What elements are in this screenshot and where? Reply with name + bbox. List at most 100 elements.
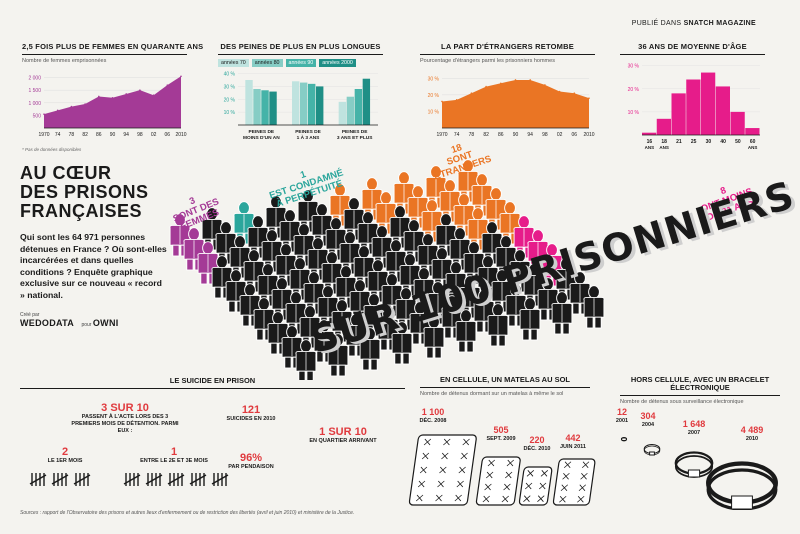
chart-women-plot: 2 000 1 500 1 000 500 1970 74 78 82 86 90 94 98 02 06…: [28, 75, 187, 138]
stat-text: PAR PENDAISON: [228, 464, 274, 470]
x-tick-label: 1970: [38, 132, 49, 138]
x-tick-label: 90: [513, 132, 519, 138]
mattress-value: 505: [493, 425, 508, 435]
stat-value: 121: [241, 404, 261, 416]
prisoner-leg: [434, 346, 442, 359]
y-tick-label: 30 %: [224, 84, 236, 90]
mattress-stitch: [560, 484, 569, 492]
prisoner-leg: [270, 342, 278, 355]
tally-mark: [123, 474, 141, 485]
area-series: [44, 76, 181, 128]
prisoner-head: [490, 187, 502, 201]
mattress: [552, 458, 596, 506]
prisoner-leg: [530, 328, 538, 341]
x-tick-label: 21: [676, 139, 682, 145]
main-title: AU CŒUR DES PRISONS FRANÇAISES: [20, 164, 149, 221]
bracelet-value: 12: [617, 407, 627, 417]
prisoner-leg: [572, 302, 580, 315]
bar: [316, 86, 324, 125]
stat-value: 3 SUR 10: [101, 402, 149, 414]
prisoner-leg: [444, 326, 452, 339]
mattress-stitch: [419, 466, 428, 474]
intro-text: Qui sont les 64 971 personnes détenues e…: [20, 232, 167, 300]
x-tick-label: 94: [527, 132, 533, 138]
data-point: [588, 97, 590, 99]
data-point: [98, 95, 100, 98]
category-label: PEINES DE: [249, 129, 275, 135]
prisoner-head: [380, 191, 392, 205]
prisoner-leg: [228, 300, 236, 313]
bracelet-box: [649, 451, 655, 456]
prisoner-head: [290, 291, 302, 305]
bar: [656, 118, 671, 135]
prisoner-head: [284, 209, 296, 223]
prisoner-head: [340, 265, 352, 279]
mattress-outline: [552, 458, 596, 506]
x-tick-label: 30: [706, 139, 712, 145]
category-label: 3 ANS ET PLUS: [337, 135, 373, 141]
prisoner-head: [248, 249, 260, 263]
data-point: [558, 90, 561, 93]
bracelet-ring: [620, 437, 627, 442]
mattress-stitch: [443, 438, 451, 446]
data-point: [166, 84, 169, 86]
data-point: [514, 79, 517, 81]
prisoner-leg: [402, 352, 410, 365]
section-title: LE SUICIDE EN PRISON: [20, 376, 405, 389]
mattress-stitch: [460, 452, 468, 460]
prisoner-head: [458, 193, 470, 207]
bar: [362, 78, 371, 125]
prisoner-figure: [327, 333, 349, 377]
prisoner-head: [272, 311, 284, 325]
x-tick-label: 86: [498, 132, 504, 138]
prisoner-head: [276, 277, 288, 291]
mattress-stitch: [581, 461, 590, 469]
data-point: [111, 96, 114, 99]
bar: [745, 128, 760, 135]
y-tick-label: 10 %: [428, 109, 440, 115]
x-tick-label: 94: [123, 132, 129, 138]
mattress-stitch: [538, 482, 547, 490]
prisoner-head: [280, 243, 292, 257]
prisoner-leg: [594, 316, 602, 329]
prisoner-leg: [214, 286, 222, 299]
bracelet-box: [687, 469, 701, 478]
y-tick-label: 30 %: [628, 64, 640, 70]
x-tick-label: ANS: [659, 145, 669, 150]
prisoner-figure: [455, 309, 477, 353]
bracelet-year: 2007: [688, 430, 700, 436]
mattress-date: JUIN 2011: [560, 444, 586, 450]
data-point: [70, 105, 73, 108]
x-tick-label: ANS: [748, 145, 758, 150]
data-point: [125, 93, 127, 95]
suicide-stat-2010: 121 SUICIDES EN 2010: [226, 404, 276, 423]
bracelet: [706, 461, 778, 510]
prisoner-head: [518, 215, 530, 229]
bracelet-section: HORS CELLULE, AVEC UN BRACELET ÉLECTRONI…: [620, 376, 780, 405]
bracelet: [674, 451, 714, 478]
suicide-second-month: 1 ENTRE LE 2E ET 3E MOIS: [124, 446, 224, 465]
bar: [253, 89, 261, 125]
prisoner-head: [258, 297, 270, 311]
stat-value: 96%: [239, 452, 263, 464]
prisoner-head: [588, 285, 600, 299]
mattress-stitch: [526, 470, 535, 477]
category-label: PEINES DE: [295, 129, 321, 135]
prisoner-leg: [476, 320, 484, 333]
data-point: [573, 92, 576, 94]
bar: [245, 80, 253, 125]
mattress-stitch: [456, 480, 464, 488]
chart-foreigners: La part d'étrangers retombe Pourcentage …: [420, 42, 595, 147]
y-tick-label: 40 %: [224, 72, 236, 78]
x-tick-label: 18: [661, 139, 667, 145]
prisoner-head: [344, 231, 356, 245]
tally-marks: [29, 473, 229, 486]
prisoner-leg: [316, 350, 324, 363]
mattress-stitch: [577, 495, 585, 503]
mattress-stitch: [501, 495, 509, 503]
mattress-value: 1 100: [422, 407, 445, 417]
prisoner-head: [362, 211, 374, 225]
bracelet-year: 2004: [642, 422, 655, 428]
